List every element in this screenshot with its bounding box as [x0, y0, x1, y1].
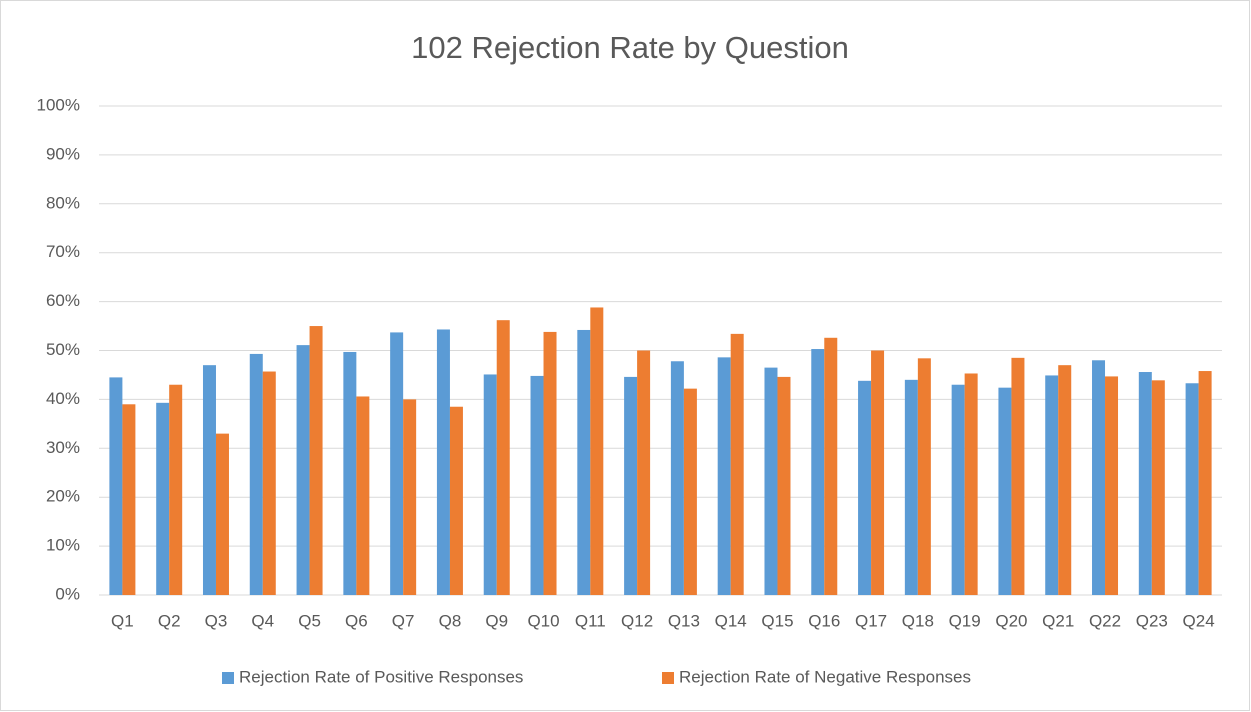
bar: [1058, 365, 1072, 595]
x-tick-label: Q17: [855, 611, 887, 630]
bar: [202, 365, 216, 595]
bar: [577, 329, 591, 595]
bar: [637, 350, 651, 595]
x-tick-label: Q22: [1089, 611, 1121, 630]
bar: [109, 377, 123, 595]
y-tick-label: 0%: [55, 584, 80, 603]
x-tick-label: Q23: [1136, 611, 1168, 630]
bar: [403, 399, 417, 595]
bar: [156, 402, 170, 595]
bar: [483, 374, 497, 595]
y-tick-label: 30%: [46, 438, 80, 457]
bar: [436, 329, 450, 595]
legend-label: Rejection Rate of Negative Responses: [679, 667, 971, 686]
x-tick-label: Q19: [949, 611, 981, 630]
x-tick-label: Q20: [995, 611, 1027, 630]
bar: [730, 333, 744, 595]
bar: [1185, 383, 1199, 595]
y-tick-label: 20%: [46, 487, 80, 506]
x-tick-label: Q3: [205, 611, 228, 630]
x-tick-label: Q7: [392, 611, 415, 630]
bar: [717, 357, 731, 595]
x-tick-label: Q13: [668, 611, 700, 630]
bar: [1045, 375, 1059, 595]
bar: [951, 384, 965, 595]
bar: [764, 367, 778, 595]
y-tick-label: 100%: [37, 95, 80, 114]
bar: [1151, 380, 1165, 595]
x-tick-label: Q24: [1183, 611, 1215, 630]
x-tick-label: Q2: [158, 611, 181, 630]
legend-swatch: [662, 672, 674, 684]
bar: [917, 358, 931, 595]
bar: [309, 326, 323, 595]
y-tick-label: 10%: [46, 536, 80, 555]
y-tick-label: 80%: [46, 193, 80, 212]
y-tick-label: 70%: [46, 242, 80, 261]
bar: [1105, 376, 1119, 595]
x-tick-label: Q4: [251, 611, 274, 630]
legend-label: Rejection Rate of Positive Responses: [239, 667, 523, 686]
bar: [496, 320, 510, 595]
y-tick-label: 90%: [46, 144, 80, 163]
x-tick-label: Q15: [761, 611, 793, 630]
x-tick-label: Q10: [527, 611, 559, 630]
bar: [543, 331, 557, 595]
bar: [356, 396, 370, 595]
bar: [296, 345, 310, 595]
x-tick-label: Q6: [345, 611, 368, 630]
bar: [777, 376, 791, 595]
bar: [249, 353, 263, 595]
bar: [670, 361, 684, 595]
y-tick-label: 60%: [46, 291, 80, 310]
bar: [590, 307, 604, 595]
bar: [215, 433, 229, 595]
bar: [262, 371, 276, 595]
y-tick-label: 40%: [46, 389, 80, 408]
legend-swatch: [222, 672, 234, 684]
bar: [1138, 372, 1152, 595]
y-tick-label: 50%: [46, 340, 80, 359]
bar: [169, 384, 183, 595]
x-tick-label: Q16: [808, 611, 840, 630]
x-tick-label: Q18: [902, 611, 934, 630]
bar: [824, 337, 838, 595]
chart-title: 102 Rejection Rate by Question: [411, 30, 849, 65]
bar: [390, 332, 404, 595]
bar: [998, 387, 1012, 595]
bar: [1092, 360, 1106, 595]
bar: [1198, 371, 1212, 595]
bar: [530, 375, 544, 595]
bar: [1011, 357, 1025, 595]
bar: [811, 349, 825, 595]
bar: [871, 350, 885, 595]
bar: [858, 380, 872, 595]
x-tick-label: Q14: [715, 611, 747, 630]
x-tick-label: Q11: [575, 611, 606, 630]
bar: [122, 404, 136, 595]
x-tick-label: Q21: [1042, 611, 1074, 630]
bar: [449, 406, 463, 595]
x-tick-label: Q9: [485, 611, 508, 630]
bar: [683, 388, 697, 595]
bar: [964, 373, 978, 595]
x-tick-label: Q1: [111, 611, 134, 630]
bar: [624, 376, 638, 595]
x-tick-label: Q5: [298, 611, 321, 630]
bar: [904, 379, 918, 595]
bar: [343, 351, 357, 595]
x-tick-label: Q12: [621, 611, 653, 630]
x-tick-label: Q8: [439, 611, 462, 630]
